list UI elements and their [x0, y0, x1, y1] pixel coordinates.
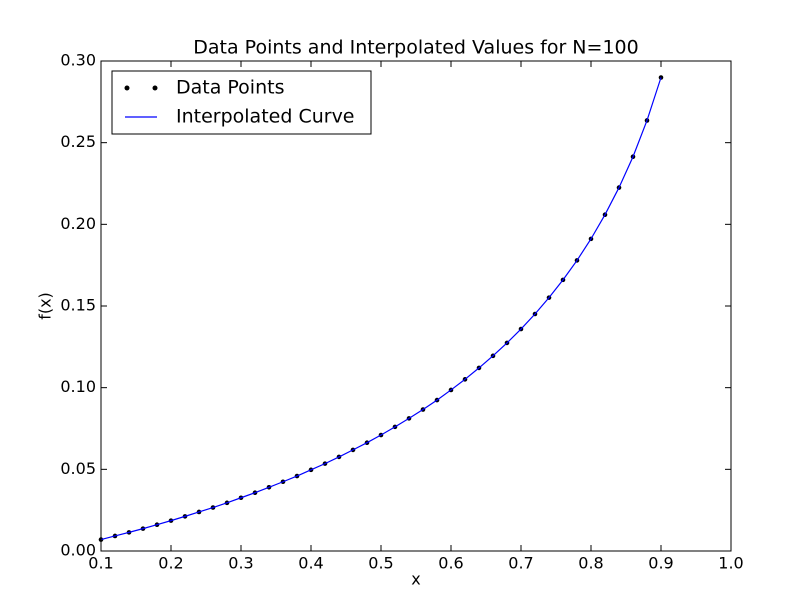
y-tick-label: 0.00: [60, 541, 96, 560]
legend-label: Data Points: [176, 77, 284, 99]
y-axis-label: f(x): [36, 292, 55, 320]
legend-box: [111, 70, 372, 135]
y-tick-label: 0.15: [60, 296, 96, 315]
y-tick-label: 0.25: [60, 132, 96, 151]
x-axis-label: x: [411, 570, 420, 589]
y-tick-label: 0.30: [60, 51, 96, 70]
x-tick-label: 0.7: [508, 554, 533, 573]
y-tick-label: 0.10: [60, 377, 96, 396]
x-tick-label: 0.1: [88, 554, 113, 573]
chart-title: Data Points and Interpolated Values for …: [193, 37, 638, 59]
x-tick-label: 0.9: [648, 554, 673, 573]
data-point: [658, 75, 664, 80]
x-tick-label: 0.4: [298, 554, 323, 573]
legend-marker: [152, 85, 158, 91]
x-tick-label: 1.0: [718, 554, 743, 573]
x-tick-label: 0.2: [158, 554, 183, 573]
legend-marker: [124, 85, 130, 91]
x-tick-label: 0.6: [438, 554, 463, 573]
x-tick-label: 0.8: [578, 554, 603, 573]
x-tick-label: 0.5: [368, 554, 393, 573]
legend-label: Interpolated Curve: [176, 106, 355, 128]
y-tick-label: 0.20: [60, 214, 96, 233]
plot-frame: [100, 60, 732, 552]
y-tick-label: 0.05: [60, 459, 96, 478]
curve-line: [100, 77, 662, 541]
x-tick-label: 0.3: [228, 554, 253, 573]
